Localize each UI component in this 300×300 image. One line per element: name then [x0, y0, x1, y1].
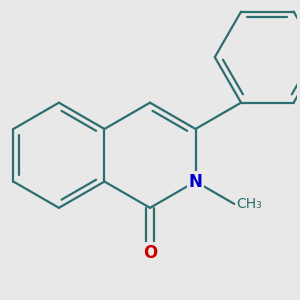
Text: CH₃: CH₃ [236, 197, 262, 211]
Text: N: N [189, 172, 202, 190]
Text: O: O [143, 244, 157, 262]
